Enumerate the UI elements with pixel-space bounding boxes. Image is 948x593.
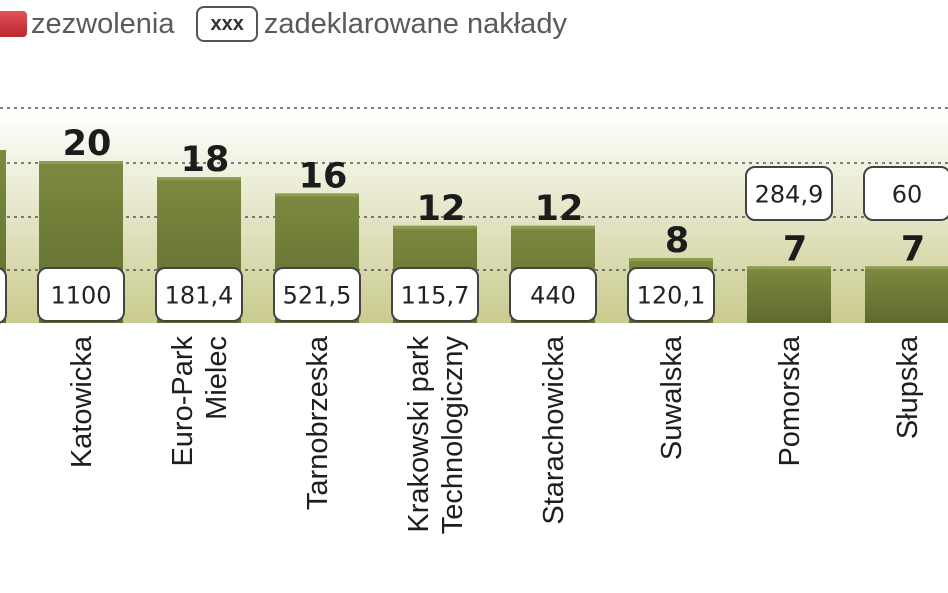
bar-top-edge	[39, 161, 123, 164]
permits-data-label: 8	[665, 221, 689, 261]
bar-top-edge	[393, 225, 477, 229]
category-tick-label: Słupska	[892, 335, 924, 439]
permits-data-label: 7	[901, 229, 925, 269]
investment-box	[273, 267, 361, 322]
category-tick-label: Tarnobrzeska	[302, 335, 334, 510]
investment-box	[37, 267, 125, 322]
bar-partial	[0, 150, 6, 323]
category-tick-label: Krakowski park	[403, 336, 435, 533]
permits-data-label: 12	[417, 189, 466, 229]
bar-top-edge	[511, 225, 595, 229]
category-tick-label: Suwalska	[656, 335, 688, 460]
investment-data-label: 521,5	[283, 282, 352, 310]
permits-data-label: 16	[299, 156, 348, 196]
permits-data-label: 7	[783, 229, 807, 269]
bar	[747, 266, 831, 323]
legend-permits-label: zezwolenia	[31, 7, 175, 40]
bar-top-edge	[157, 177, 241, 181]
legend-investment-label: zadeklarowane nakłady	[263, 7, 567, 40]
investment-box	[863, 166, 948, 221]
investment-data-label: 284,9	[755, 181, 824, 209]
investment-box	[391, 267, 479, 322]
permits-data-label: 12	[535, 189, 584, 229]
investment-box	[745, 166, 833, 221]
category-tick-label: Starachowicka	[538, 335, 570, 524]
legend: zezwolenia xxx zadeklarowane nakłady	[0, 4, 567, 44]
category-labels-group: Katowicka Euro-Park Mielec Tarnobrzeska Krak…	[66, 335, 924, 534]
category-tick-label: Euro-Park	[167, 336, 199, 467]
permits-data-label: 20	[63, 124, 112, 164]
investment-box	[155, 267, 243, 322]
bar	[865, 266, 948, 323]
legend-box-sample: xxx	[196, 6, 258, 42]
investment-data-label: 440	[530, 282, 576, 310]
investment-data-label: 115,7	[401, 282, 470, 310]
category-tick-label: Mielec	[201, 336, 233, 420]
investment-data-label: 120,1	[637, 282, 706, 310]
bar-top-edge	[865, 266, 948, 270]
category-tick-label: Pomorska	[774, 335, 806, 466]
category-tick-label: Katowicka	[66, 335, 98, 468]
permit-labels-group: 20 18 16 12 12 8 7 7	[63, 124, 926, 269]
bar-top-edge	[629, 258, 713, 262]
permits-data-label: 18	[181, 140, 230, 180]
permits-swatch-icon	[0, 11, 27, 37]
investment-data-label: 60	[892, 181, 923, 209]
bar-top-edge	[747, 266, 831, 270]
investment-box	[509, 267, 597, 322]
bar-top-edge	[275, 193, 359, 197]
investment-data-label: 1100	[50, 282, 111, 310]
investment-labels-group: 1100 181,4 521,5 115,7 440 120,1 284,9 60	[0, 166, 948, 324]
investment-box-partial	[0, 267, 7, 324]
investment-data-label: 181,4	[165, 282, 234, 310]
investment-box	[627, 267, 715, 322]
category-tick-label: Technologiczny	[437, 336, 469, 535]
